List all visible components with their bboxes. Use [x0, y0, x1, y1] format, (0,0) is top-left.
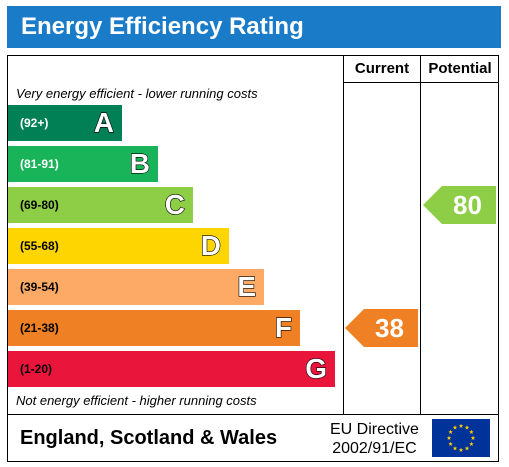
eu-directive: EU Directive 2002/91/EC: [330, 420, 419, 458]
band-range-label: (21-38): [20, 321, 59, 335]
header-divider: [343, 82, 499, 83]
eu-star-icon: [464, 425, 470, 430]
eu-star-icon: [452, 445, 458, 451]
eu-star-icon: [452, 425, 458, 430]
eu-star-icon: [469, 429, 474, 434]
eu-star-icon: [458, 447, 464, 452]
current-rating-value: 38: [375, 313, 404, 343]
column-divider-potential: [420, 55, 421, 415]
column-divider-current: [343, 55, 344, 415]
footer-region: England, Scotland & Wales: [20, 427, 278, 449]
eu-star-icon: [464, 445, 470, 451]
band-letter-label: E: [237, 270, 257, 302]
band-letter-label: A: [93, 106, 114, 138]
potential-arrow-shape: [423, 186, 496, 224]
current-column-header: Current: [354, 60, 410, 77]
eu-star-icon: [470, 435, 476, 440]
eu-star-icon: [446, 435, 452, 440]
current-arrow-shape: [345, 309, 418, 347]
current-rating-arrow: 38: [345, 309, 418, 347]
band-c: (69-80) C: [8, 187, 193, 223]
potential-column-header: Potential: [428, 60, 492, 77]
eu-star-icon: [458, 423, 464, 428]
band-letter-label: G: [305, 352, 328, 384]
eu-directive-line1: EU Directive: [330, 421, 419, 438]
band-e: (39-54) E: [8, 269, 264, 305]
potential-rating-arrow: 80: [423, 186, 496, 224]
band-f: (21-38) F: [8, 310, 300, 346]
band-letter-label: B: [129, 147, 150, 179]
potential-rating-value: 80: [453, 190, 482, 220]
band-range-label: (81-91): [20, 157, 59, 171]
eu-star-icon: [469, 441, 474, 446]
band-letter-label: F: [274, 311, 292, 343]
band-letter-label: C: [164, 188, 185, 220]
eu-star-icon: [448, 441, 453, 446]
band-a: (92+) A: [8, 105, 122, 141]
band-range-label: (69-80): [20, 198, 59, 212]
band-range-label: (1-20): [20, 362, 53, 376]
band-range-label: (92+): [20, 116, 49, 130]
chart-title: Energy Efficiency Rating: [7, 6, 501, 48]
footer: England, Scotland & Wales EU Directive 2…: [7, 415, 499, 462]
eu-flag-icon: [432, 419, 490, 457]
bottom-note: Not energy efficient - higher running co…: [16, 393, 257, 408]
band-b: (81-91) B: [8, 146, 158, 182]
eu-star-icon: [448, 429, 453, 434]
band-range-label: (39-54): [20, 280, 59, 294]
rating-frame: [7, 55, 499, 415]
eu-directive-line2: 2002/91/EC: [332, 440, 417, 457]
top-note: Very energy efficient - lower running co…: [16, 86, 258, 101]
band-range-label: (55-68): [20, 239, 59, 253]
band-letter-label: D: [200, 229, 221, 261]
band-g: (1-20) G: [8, 351, 335, 387]
band-d: (55-68) D: [8, 228, 229, 264]
